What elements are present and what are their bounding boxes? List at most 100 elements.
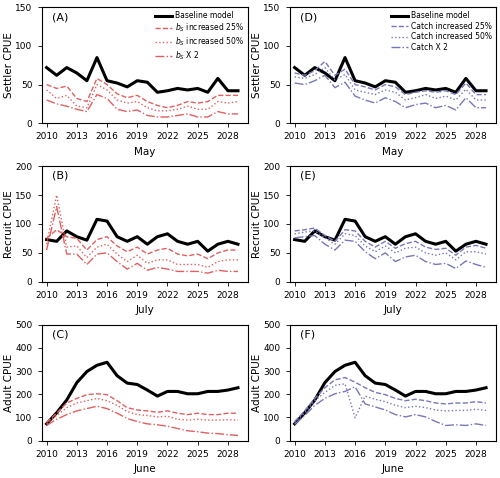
Baseline model	[124, 84, 130, 90]
$b_S$ X 2	[225, 111, 231, 117]
Catch X 2	[292, 80, 298, 86]
Catch X 2	[483, 105, 489, 110]
$b_S$ increased 25%	[64, 83, 70, 89]
Baseline model	[402, 89, 408, 95]
$b_S$ increased 50%	[184, 103, 190, 109]
Catch increased 50%	[442, 93, 448, 99]
Catch increased 25%	[372, 87, 378, 93]
$b_S$ increased 50%	[215, 98, 221, 104]
Line: Catch X 2: Catch X 2	[294, 76, 486, 110]
Catch X 2	[473, 105, 479, 110]
Baseline model	[134, 78, 140, 84]
$b_S$ X 2	[194, 114, 200, 120]
$b_S$ X 2	[235, 111, 241, 117]
$b_S$ X 2	[94, 92, 100, 98]
X-axis label: June: June	[134, 464, 156, 474]
$b_S$ X 2	[144, 113, 150, 119]
Baseline model	[144, 79, 150, 85]
$b_S$ increased 25%	[134, 93, 140, 98]
$b_S$ increased 50%	[194, 107, 200, 112]
Baseline model	[84, 78, 90, 84]
$b_S$ increased 25%	[215, 93, 221, 98]
Catch X 2	[392, 98, 398, 104]
Catch X 2	[302, 82, 308, 87]
Baseline model	[332, 78, 338, 84]
$b_S$ increased 25%	[225, 93, 231, 98]
Catch X 2	[332, 85, 338, 90]
Text: (B): (B)	[52, 171, 68, 181]
$b_S$ increased 50%	[54, 96, 60, 101]
Baseline model	[114, 80, 120, 86]
Catch increased 50%	[402, 97, 408, 103]
Baseline model	[372, 84, 378, 90]
Catch increased 25%	[352, 82, 358, 87]
Catch increased 25%	[453, 92, 459, 98]
Line: $b_S$ increased 25%: $b_S$ increased 25%	[46, 78, 238, 108]
Y-axis label: Adult CPUE: Adult CPUE	[4, 354, 14, 412]
Baseline model	[174, 86, 180, 91]
$b_S$ increased 25%	[114, 91, 120, 97]
Baseline model	[194, 86, 200, 91]
Catch increased 50%	[392, 89, 398, 95]
Catch increased 25%	[432, 89, 438, 95]
$b_S$ increased 25%	[144, 98, 150, 104]
Baseline model	[483, 88, 489, 94]
$b_S$ X 2	[114, 107, 120, 112]
$b_S$ increased 25%	[84, 98, 90, 104]
Baseline model	[453, 89, 459, 95]
$b_S$ X 2	[134, 107, 140, 113]
Catch increased 25%	[322, 58, 328, 64]
Catch X 2	[382, 95, 388, 100]
Baseline model	[235, 88, 241, 94]
Baseline model	[302, 73, 308, 78]
Baseline model	[164, 88, 170, 94]
Catch X 2	[442, 103, 448, 109]
Catch increased 25%	[382, 82, 388, 87]
Catch increased 50%	[432, 96, 438, 101]
Baseline model	[362, 80, 368, 86]
Catch X 2	[312, 78, 318, 84]
Catch X 2	[342, 79, 348, 85]
Baseline model	[64, 65, 70, 70]
Catch increased 50%	[372, 92, 378, 98]
Baseline model	[205, 89, 211, 95]
Baseline model	[215, 76, 221, 81]
$b_S$ X 2	[174, 113, 180, 119]
Baseline model	[225, 88, 231, 94]
$b_S$ increased 25%	[44, 82, 50, 87]
$b_S$ increased 50%	[44, 87, 50, 93]
Text: (C): (C)	[52, 329, 68, 339]
Legend: Baseline model, $b_S$ increased 25%, $b_S$ increased 50%, $b_S$ X 2: Baseline model, $b_S$ increased 25%, $b_…	[154, 10, 246, 64]
$b_S$ increased 25%	[174, 103, 180, 109]
Catch increased 25%	[392, 84, 398, 90]
Catch increased 50%	[382, 87, 388, 93]
$b_S$ increased 50%	[64, 93, 70, 98]
Catch increased 25%	[332, 73, 338, 78]
Line: Baseline model: Baseline model	[46, 57, 238, 92]
Legend: Baseline model, Catch increased 25%, Catch increased 50%, Catch X 2: Baseline model, Catch increased 25%, Cat…	[390, 10, 494, 54]
Catch X 2	[463, 95, 469, 100]
$b_S$ X 2	[44, 97, 50, 103]
X-axis label: May: May	[134, 147, 156, 157]
Catch increased 25%	[442, 88, 448, 94]
Baseline model	[94, 54, 100, 60]
Text: (D): (D)	[300, 12, 317, 22]
Y-axis label: Adult CPUE: Adult CPUE	[252, 354, 262, 412]
Baseline model	[442, 86, 448, 91]
Baseline model	[473, 88, 479, 94]
Line: $b_S$ increased 50%: $b_S$ increased 50%	[46, 85, 238, 111]
Baseline model	[422, 86, 428, 91]
Baseline model	[292, 65, 298, 70]
$b_S$ increased 25%	[54, 86, 60, 91]
Catch increased 50%	[473, 97, 479, 103]
Catch increased 25%	[362, 84, 368, 90]
Baseline model	[312, 65, 318, 70]
$b_S$ X 2	[74, 107, 80, 112]
Catch increased 50%	[362, 89, 368, 95]
$b_S$ increased 25%	[194, 100, 200, 106]
$b_S$ increased 25%	[124, 95, 130, 100]
Y-axis label: Settler CPUE: Settler CPUE	[252, 33, 262, 98]
Catch increased 50%	[312, 72, 318, 77]
Catch increased 25%	[292, 70, 298, 76]
Catch increased 50%	[412, 95, 418, 100]
